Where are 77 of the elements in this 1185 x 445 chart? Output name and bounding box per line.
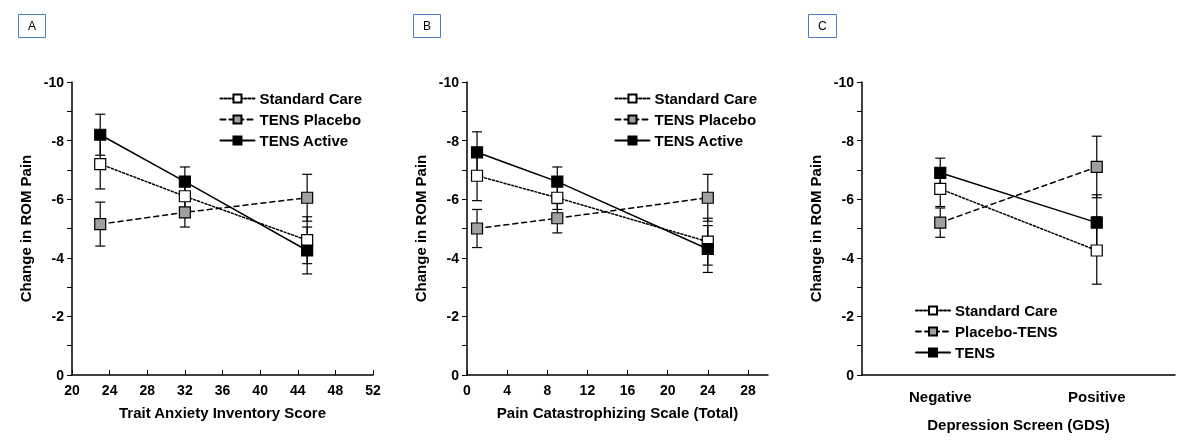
y-tick-label: -10 <box>833 74 855 90</box>
point <box>470 222 484 235</box>
point <box>470 169 484 182</box>
point <box>94 128 107 141</box>
x-tick-label: 20 <box>64 382 80 398</box>
point <box>1090 160 1103 174</box>
y-tick-label: -8 <box>841 132 855 149</box>
y-tick-label: 0 <box>846 367 855 383</box>
y-tick-label: 0 <box>56 367 65 383</box>
legend-label: TENS Active <box>259 132 349 149</box>
x-tick-label: 52 <box>365 382 381 398</box>
legend-label: Standard Care <box>259 90 363 107</box>
point <box>178 190 191 203</box>
point <box>94 157 107 171</box>
chart-title: B <box>423 19 432 33</box>
point <box>470 146 484 159</box>
point <box>1090 244 1103 257</box>
point <box>178 175 191 188</box>
point <box>934 216 947 229</box>
x-tick-label: Positive <box>1067 388 1126 405</box>
point <box>551 212 564 225</box>
x-tick-label: Negative <box>908 388 972 405</box>
y-tick-label: -10 <box>438 74 460 90</box>
y-tick-label: -2 <box>841 308 855 325</box>
point <box>301 244 314 257</box>
x-tick-label: 32 <box>177 382 193 398</box>
point <box>701 191 714 204</box>
y-tick-label: -6 <box>51 191 65 208</box>
x-tick-label: 24 <box>101 382 118 398</box>
y-tick-label: -4 <box>841 249 855 266</box>
point <box>934 182 947 196</box>
y-axis-title: Change in ROM Pain <box>806 154 824 303</box>
point <box>701 242 714 256</box>
y-tick-label: -2 <box>51 308 65 325</box>
point <box>178 206 191 219</box>
y-tick-label: -6 <box>446 191 460 208</box>
x-tick-label: 36 <box>214 382 231 398</box>
legend-label: Placebo-TENS <box>955 323 1058 340</box>
x-tick-label: 28 <box>139 382 156 398</box>
x-tick-label: 40 <box>252 382 269 398</box>
point <box>94 218 107 231</box>
y-axis-title: Change in ROM Pain <box>411 154 429 303</box>
point <box>934 166 947 179</box>
legend-label: Standard Care <box>654 90 758 107</box>
point <box>301 191 314 204</box>
y-tick-label: -10 <box>43 74 65 90</box>
y-tick-label: -2 <box>446 308 460 325</box>
x-axis-title: Depression Screen (GDS) <box>927 416 1110 433</box>
point <box>551 175 564 188</box>
x-tick-label: 16 <box>619 382 636 398</box>
chart-title: A <box>28 19 37 33</box>
point <box>551 191 564 204</box>
x-tick-label: 20 <box>659 382 676 398</box>
x-tick-label: 12 <box>579 382 596 398</box>
legend-label: Standard Care <box>955 302 1058 319</box>
y-axis-title: Change in ROM Pain <box>16 154 34 303</box>
y-tick-label: -8 <box>446 132 460 149</box>
chart-title: C <box>818 19 827 33</box>
y-tick-label: -4 <box>51 249 65 266</box>
legend-label: TENS Placebo <box>259 111 362 128</box>
y-tick-label: 0 <box>451 367 460 383</box>
y-tick-label: -6 <box>841 191 855 208</box>
legend-label: TENS Placebo <box>654 111 757 128</box>
legend-label: TENS Active <box>654 132 744 149</box>
y-tick-label: -8 <box>51 132 65 149</box>
x-tick-label: 44 <box>289 382 306 398</box>
x-tick-label: 28 <box>740 382 756 398</box>
x-tick-label: 48 <box>327 382 344 398</box>
x-tick-label: 8 <box>543 382 552 398</box>
x-tick-label: 0 <box>463 382 472 398</box>
x-axis-title: Trait Anxiety Inventory Score <box>118 404 327 421</box>
legend-label: TENS <box>955 344 996 361</box>
y-tick-label: -4 <box>446 249 460 266</box>
x-tick-label: 4 <box>503 382 512 398</box>
point <box>1090 216 1103 229</box>
x-axis-title: Pain Catastrophizing Scale (Total) <box>496 404 739 421</box>
x-tick-label: 24 <box>700 382 716 398</box>
